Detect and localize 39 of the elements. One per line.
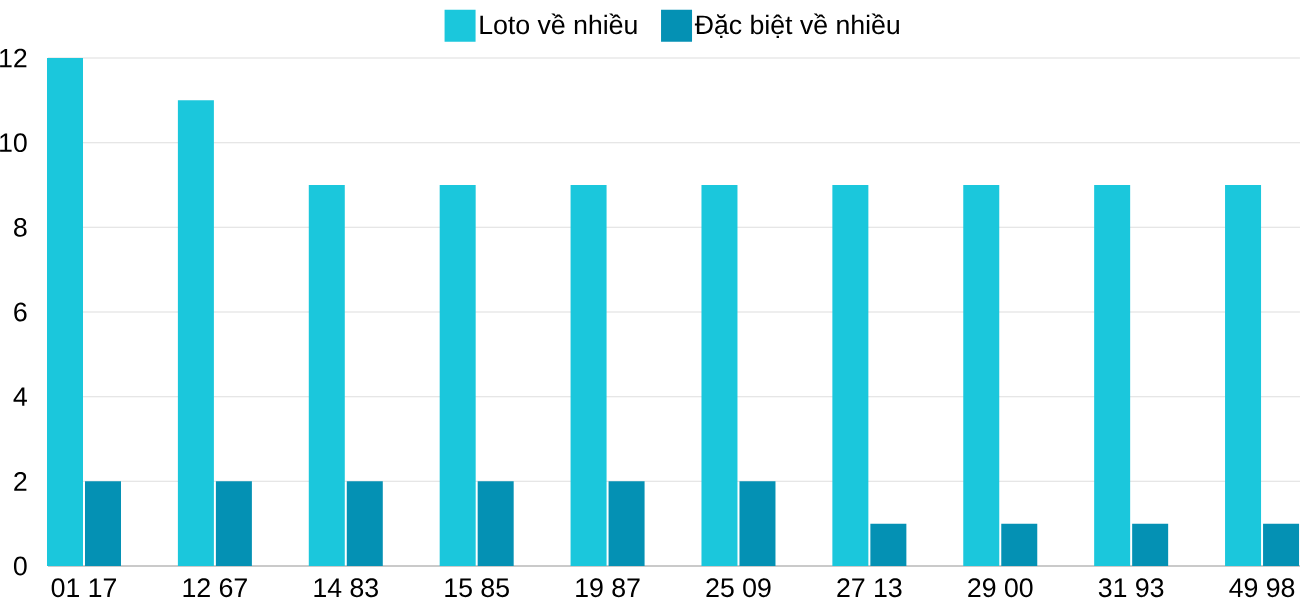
bar [739, 481, 776, 566]
bar [215, 481, 252, 566]
y-tick-label: 12 [0, 48, 27, 68]
y-tick-label: 10 [0, 133, 27, 153]
y-tick-label: 2 [14, 472, 27, 491]
bar [963, 185, 1000, 566]
bar [439, 185, 476, 566]
x-tick-label: 19 87 [576, 578, 640, 598]
x-tick-label: 12 67 [183, 578, 247, 598]
bar [1094, 185, 1131, 566]
bar [1001, 523, 1038, 566]
y-tick-label: 4 [13, 387, 27, 406]
bar [1263, 523, 1300, 566]
bar [308, 185, 345, 566]
bar [870, 523, 907, 566]
x-tick-label: 25 09 [706, 578, 771, 598]
x-tick-label: 27 13 [837, 578, 902, 598]
legend-label: Loto về nhiều [480, 13, 637, 35]
legend-label: Đặc biệt về nhiều [694, 13, 899, 39]
x-tick-label: 14 83 [314, 578, 378, 598]
bar [570, 185, 607, 566]
bar [1132, 523, 1169, 566]
bar [477, 481, 514, 566]
bar [84, 481, 121, 566]
bar [832, 185, 869, 566]
bar [46, 58, 83, 566]
bar [608, 481, 645, 566]
x-tick-label: 15 85 [445, 578, 509, 598]
y-tick-label: 0 [13, 556, 27, 576]
bar [1225, 185, 1262, 566]
x-tick-label: 49 98 [1229, 578, 1295, 598]
x-tick-label: 01 17 [51, 578, 116, 598]
bar [701, 185, 738, 566]
bar [346, 481, 383, 566]
y-tick-label: 6 [14, 302, 27, 322]
x-tick-label: 31 93 [1098, 578, 1164, 598]
bar [177, 100, 214, 566]
x-tick-label: 29 00 [968, 578, 1033, 598]
y-tick-label: 8 [14, 217, 27, 237]
